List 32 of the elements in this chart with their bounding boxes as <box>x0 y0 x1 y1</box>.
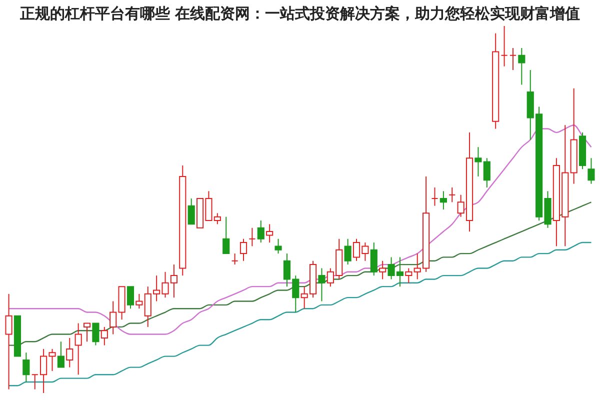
candlestick <box>318 268 326 302</box>
candlestick <box>126 286 134 310</box>
candlestick <box>66 337 74 368</box>
candlestick <box>448 186 456 203</box>
candlestick <box>344 238 352 266</box>
candlestick <box>240 238 248 262</box>
candlestick <box>57 341 64 368</box>
candlestick <box>379 260 386 280</box>
candlestick <box>231 253 238 266</box>
candlestick <box>518 48 526 86</box>
candlestick <box>431 186 438 206</box>
candlestick <box>5 293 12 390</box>
candlestick <box>257 220 264 244</box>
candlestick <box>31 374 38 390</box>
candlestick <box>100 326 108 346</box>
candlestick <box>136 293 143 310</box>
candlestick <box>22 352 30 382</box>
candlestick <box>83 322 91 342</box>
candlestick <box>588 158 595 184</box>
candlestick <box>509 48 517 71</box>
candlestick <box>405 268 412 284</box>
candlestick <box>188 198 195 225</box>
chart-title: 正规的杠杆平台有哪些 在线配资网：一站式投资解决方案，助力您轻松实现财富增值 <box>18 4 580 22</box>
candlestick <box>266 224 274 244</box>
candlestick <box>248 227 256 247</box>
candlestick <box>74 322 82 376</box>
candlestick <box>92 322 100 346</box>
candlestick <box>500 26 508 67</box>
candlestick <box>222 216 230 254</box>
candlestick <box>274 238 282 254</box>
candlestick <box>370 242 378 276</box>
candlestick <box>440 190 447 210</box>
